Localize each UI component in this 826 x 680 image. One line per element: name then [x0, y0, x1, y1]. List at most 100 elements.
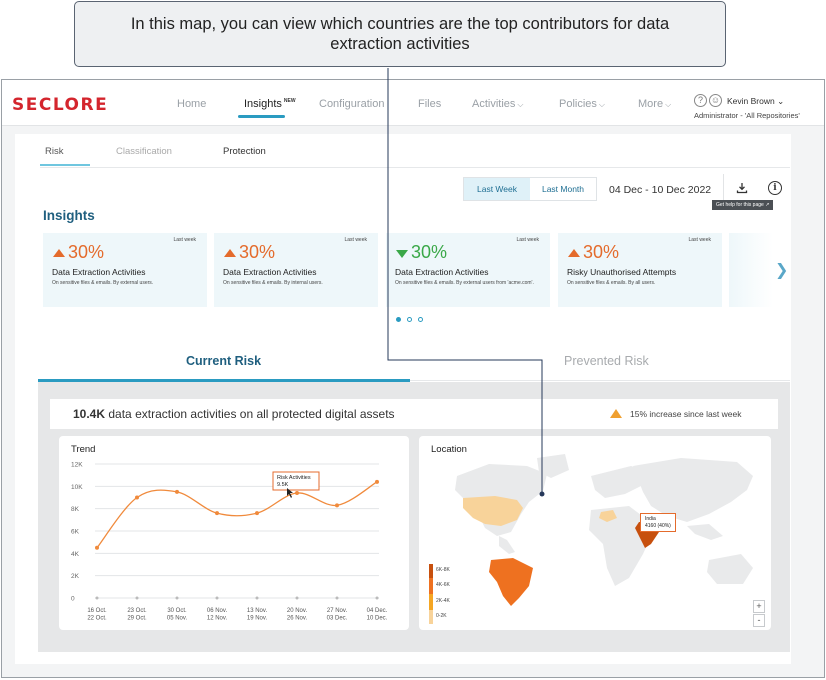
- asia-shape: [633, 458, 753, 522]
- australia-shape: [707, 554, 753, 584]
- pager-dot[interactable]: [407, 317, 412, 322]
- data-point: [375, 479, 379, 484]
- user-name-text: Kevin Brown: [727, 96, 775, 106]
- y-tick-label: 0: [71, 596, 75, 603]
- tooltip-value: 9.5K: [277, 482, 289, 488]
- card-period: Last week: [344, 237, 367, 243]
- insight-card[interactable]: Last week 30% Risky Unauthorised Attempts O…: [558, 233, 722, 307]
- legend-swatch: [429, 610, 433, 624]
- legend-label: 2K-4K: [436, 598, 450, 604]
- card-percentage: 30%: [411, 242, 448, 262]
- chevron-right-icon[interactable]: ❯: [775, 262, 789, 279]
- user-menu[interactable]: ? ☺ Kevin Brown ⌄ Administrator - 'All R…: [694, 94, 814, 122]
- help-tooltip-text: Get help for this page: [716, 202, 764, 208]
- nav-activities[interactable]: Activities ⌵: [472, 98, 523, 110]
- y-tick-label: 4K: [71, 551, 80, 558]
- main-panel: Risk Classification Protection Last Week…: [15, 134, 791, 664]
- greenland-shape: [537, 454, 569, 478]
- date-range-label: 04 Dec - 10 Dec 2022: [609, 184, 712, 196]
- legend-swatch: [429, 564, 433, 578]
- nav-more-label: More: [638, 98, 664, 110]
- tab-current-risk[interactable]: Current Risk: [186, 354, 262, 368]
- trend-up-icon: [568, 249, 580, 257]
- central-america-shape: [499, 536, 515, 554]
- data-point: [295, 491, 299, 496]
- trend-panel: Trend 0 2K 4K 6K 8K 10K 12K 16 Oct. 22 Oct. 23 Oc…: [59, 436, 409, 630]
- x-tick-label: 30 Oct.: [167, 608, 187, 614]
- nav-more[interactable]: More ⌵: [638, 98, 671, 110]
- insight-card[interactable]: Last week 30% Data Extraction Activities On…: [43, 233, 207, 307]
- help-icon[interactable]: ?: [694, 94, 707, 107]
- zoom-out-button[interactable]: -: [753, 614, 765, 627]
- nav-insights-label: Insights: [244, 98, 282, 110]
- toolbar-divider: [723, 174, 724, 204]
- nav-policies[interactable]: Policies ⌵: [559, 98, 605, 110]
- subtab-active-underline: [40, 164, 90, 166]
- map-legend: [429, 564, 433, 624]
- info-icon[interactable]: i: [768, 181, 782, 195]
- x-tick-label: 19 Nov.: [247, 616, 268, 622]
- tab-prevented-risk[interactable]: Prevented Risk: [564, 354, 649, 368]
- nav-home[interactable]: Home: [177, 98, 206, 110]
- card-title: Data Extraction Activities: [223, 267, 317, 277]
- tooltip-value: 4160 (40%): [645, 522, 671, 529]
- last-month-button[interactable]: Last Month: [541, 184, 585, 194]
- card-percentage: 30%: [68, 242, 105, 262]
- help-tooltip: Get help for this page ↗: [712, 200, 774, 210]
- last-week-button[interactable]: Last Week: [464, 178, 530, 200]
- brazil-region: [489, 558, 533, 606]
- y-tick-label: 10K: [71, 484, 83, 491]
- x-tick-label: 03 Dec.: [327, 616, 348, 622]
- insight-card[interactable]: Last week 30% Data Extraction Activities On…: [386, 233, 550, 307]
- card-description: On sensitive files & emails. By internal…: [223, 280, 323, 286]
- increase-icon: [610, 409, 622, 418]
- date-range-toggle: Last Week Last Month: [463, 177, 597, 201]
- callout-box: In this map, you can view which countrie…: [74, 1, 726, 67]
- x-tick-dot: [175, 596, 179, 600]
- risk-summary: 10.4K data extraction activities on all …: [50, 399, 778, 429]
- data-point: [255, 511, 259, 516]
- subtab-risk[interactable]: Risk: [45, 146, 64, 157]
- pager-dot[interactable]: [418, 317, 423, 322]
- nav-files[interactable]: Files: [418, 98, 441, 110]
- x-tick-label: 05 Nov.: [167, 616, 188, 622]
- x-tick-label: 26 Nov.: [287, 616, 308, 622]
- pager-dot[interactable]: [396, 317, 401, 322]
- nav-home-label: Home: [177, 98, 207, 110]
- location-panel: Location: [419, 436, 771, 630]
- subtab-protection[interactable]: Protection: [223, 146, 266, 157]
- subtab-classification[interactable]: Classification: [116, 146, 172, 157]
- callout-text: In this map, you can view which countrie…: [130, 15, 670, 53]
- tooltip-country: India: [645, 516, 656, 522]
- x-tick-dot: [375, 596, 379, 600]
- insight-card[interactable]: Last week 30% Data Extraction Activities On…: [214, 233, 378, 307]
- legend-label: 4K-6K: [436, 582, 450, 588]
- user-avatar-icon[interactable]: ☺: [709, 94, 722, 107]
- summary-value: 10.4K: [73, 407, 106, 421]
- y-tick-label: 6K: [71, 529, 80, 536]
- new-badge: NEW: [283, 98, 296, 105]
- y-tick-label: 8K: [71, 506, 80, 513]
- download-icon[interactable]: [736, 182, 748, 194]
- nav-active-underline: [238, 115, 285, 118]
- nav-configuration[interactable]: Configuration: [319, 98, 384, 110]
- chevron-down-icon: ⌵: [665, 100, 672, 109]
- legend-label: 0-2K: [436, 613, 447, 619]
- x-tick-label: 29 Oct.: [127, 616, 147, 622]
- europe-region: [599, 510, 617, 522]
- user-role: Administrator - 'All Repositories': [694, 111, 800, 120]
- data-point: [335, 503, 339, 508]
- mouse-cursor-icon: [287, 488, 293, 498]
- zoom-in-button[interactable]: +: [753, 600, 765, 613]
- x-tick-label: 13 Nov.: [247, 608, 268, 614]
- x-tick-dot: [255, 596, 259, 600]
- external-link-icon: ↗: [765, 202, 770, 208]
- seclore-logo[interactable]: SECLORE: [12, 95, 109, 115]
- user-name[interactable]: Kevin Brown ⌄: [727, 96, 784, 107]
- trend-chart: 0 2K 4K 6K 8K 10K 12K 16 Oct. 22 Oct. 23 Oct. 29 O…: [71, 462, 388, 622]
- x-tick-dot: [335, 596, 339, 600]
- nav-configuration-label: Configuration: [319, 98, 385, 110]
- usa-region: [463, 496, 523, 526]
- nav-insights[interactable]: Insights NEW: [244, 98, 296, 110]
- trend-up-icon: [53, 249, 65, 257]
